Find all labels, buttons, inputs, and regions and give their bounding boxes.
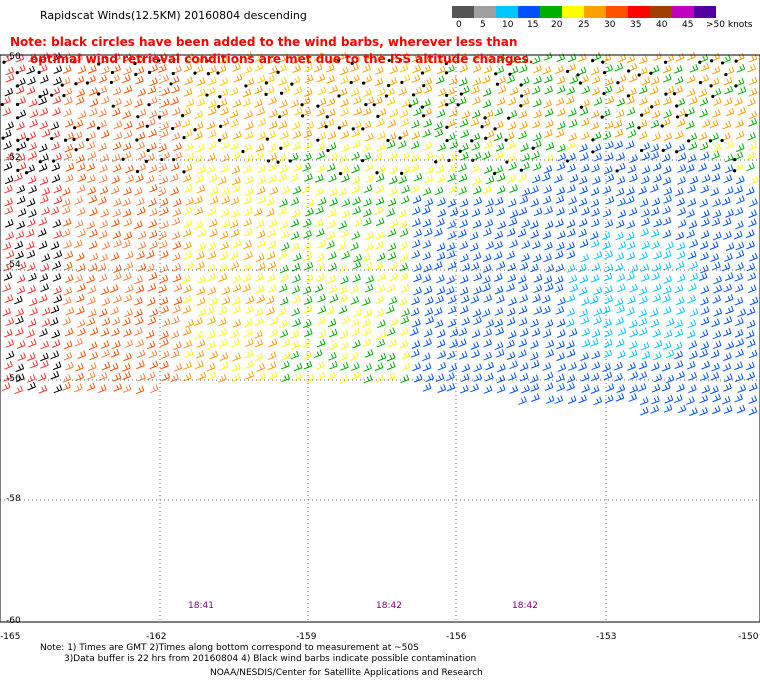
scale-label-40: 40 bbox=[656, 20, 668, 30]
time-label-2: 18:42 bbox=[376, 601, 402, 611]
scale-label-35: 35 bbox=[630, 20, 642, 30]
time-label-1: 18:41 bbox=[188, 601, 214, 611]
iss-note-line-1: Note: black circles have been added to t… bbox=[10, 35, 518, 49]
lat-label-50s: -50 bbox=[6, 52, 21, 62]
wind-barb-field bbox=[0, 51, 759, 416]
scale-swatch-3 bbox=[518, 6, 540, 18]
scale-swatch-6 bbox=[584, 6, 606, 18]
scale-label-45: 45 bbox=[682, 20, 694, 30]
footer-credit: NOAA/NESDIS/Center for Satellite Applica… bbox=[210, 668, 483, 678]
scale-label-50: >50 knots bbox=[706, 20, 753, 30]
lat-label-58s: -58 bbox=[6, 494, 21, 504]
scale-label-0: 0 bbox=[456, 20, 462, 30]
scale-swatch-10 bbox=[672, 6, 694, 18]
scale-label-15: 15 bbox=[527, 20, 539, 30]
time-label-3: 18:42 bbox=[512, 601, 538, 611]
lat-label-56s: -56 bbox=[6, 374, 21, 384]
scale-label-5: 5 bbox=[480, 20, 486, 30]
scale-swatch-9 bbox=[650, 6, 672, 18]
scale-swatch-2 bbox=[496, 6, 518, 18]
scale-label-25: 25 bbox=[578, 20, 590, 30]
footer-note-line-2: 3)Data buffer is 22 hrs from 20160804 4)… bbox=[64, 654, 477, 664]
scale-swatch-4 bbox=[540, 6, 562, 18]
scale-label-30: 30 bbox=[604, 20, 616, 30]
scale-label-20: 20 bbox=[551, 20, 563, 30]
scale-swatch-0 bbox=[452, 6, 474, 18]
lat-label-54s: -54 bbox=[6, 260, 21, 270]
lon-label-153w: -153 bbox=[596, 632, 617, 642]
lat-label-52s: -52 bbox=[6, 153, 21, 163]
lon-label-150w: -150 bbox=[738, 632, 759, 642]
lat-lon-grid bbox=[0, 55, 760, 622]
scale-swatch-7 bbox=[606, 6, 628, 18]
lat-label-60s: -60 bbox=[6, 616, 21, 626]
scale-swatch-11 bbox=[694, 6, 716, 18]
scale-swatch-5 bbox=[562, 6, 584, 18]
lon-label-159w: -159 bbox=[296, 632, 317, 642]
wind-speed-color-scale bbox=[452, 6, 716, 18]
iss-note-line-2: optimal wind retrieval conditions are me… bbox=[30, 52, 534, 66]
scale-label-10: 10 bbox=[502, 20, 514, 30]
scale-swatch-8 bbox=[628, 6, 650, 18]
lon-label-162w: -162 bbox=[146, 632, 167, 642]
map-title: Rapidscat Winds(12.5KM) 20160804 descend… bbox=[40, 9, 307, 22]
map-frame bbox=[0, 54, 760, 623]
lon-label-165w: -165 bbox=[0, 632, 21, 642]
lon-label-156w: -156 bbox=[446, 632, 467, 642]
scale-swatch-1 bbox=[474, 6, 496, 18]
footer-note-line-1: Note: 1) Times are GMT 2)Times along bot… bbox=[40, 643, 419, 653]
